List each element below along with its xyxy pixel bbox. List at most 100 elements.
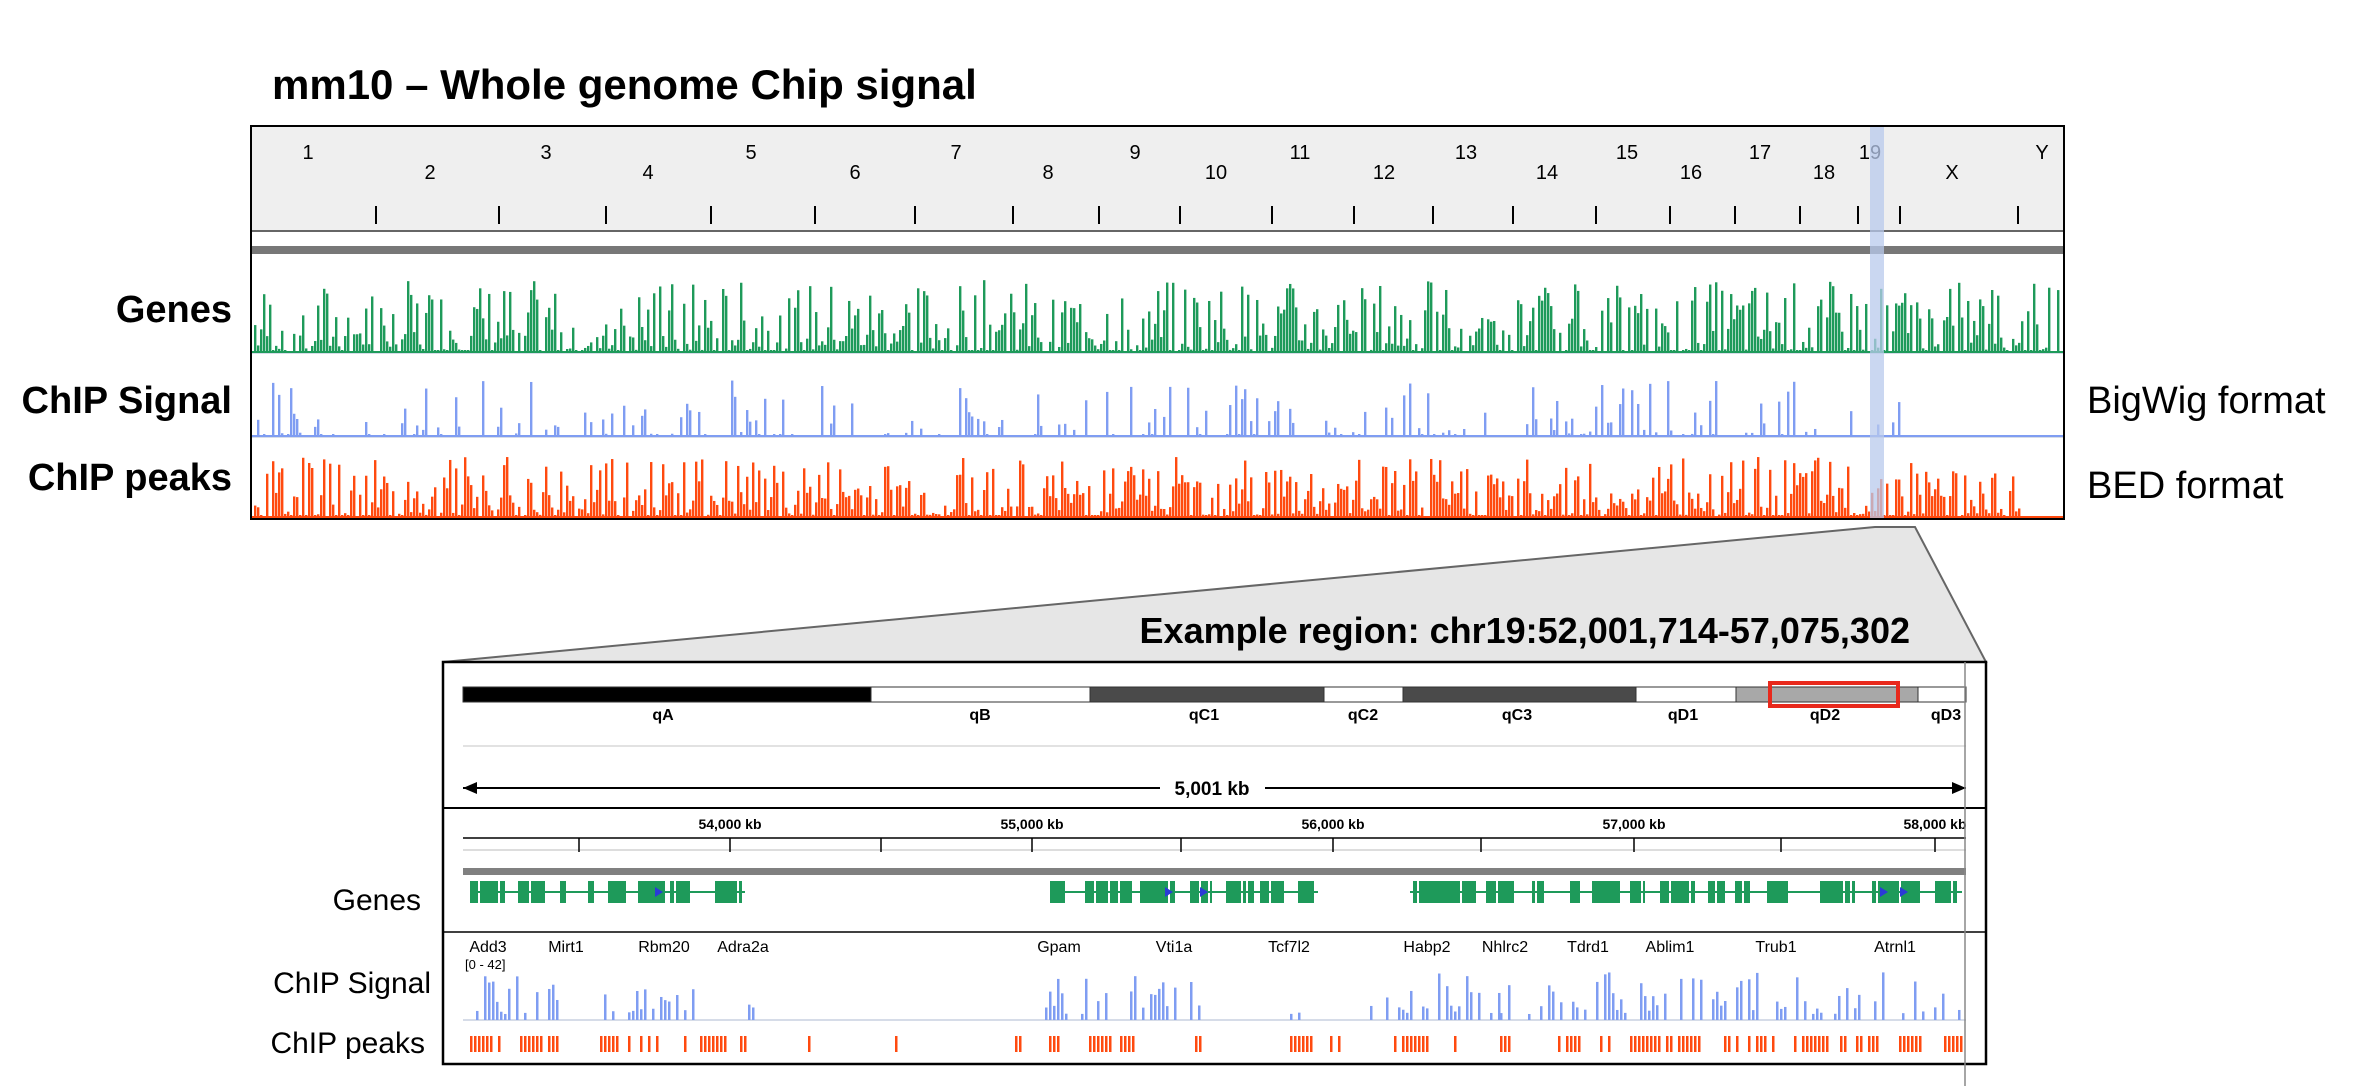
- peak-mark: [1422, 1036, 1425, 1052]
- chromosome-label: 18: [1813, 162, 1835, 184]
- track-bar: [1334, 327, 1337, 352]
- track-bar: [1910, 305, 1913, 352]
- track-bar: [1148, 478, 1151, 517]
- track-bar: [722, 497, 725, 517]
- signal-bar: [524, 1012, 527, 1020]
- track-bar: [1403, 345, 1406, 352]
- track-bar: [1682, 458, 1685, 517]
- track-bar: [1568, 323, 1571, 352]
- track-bar: [1121, 298, 1124, 352]
- track-bar: [1364, 511, 1367, 517]
- signal-bar: [1540, 1006, 1543, 1020]
- track-bar: [983, 490, 986, 517]
- track-bar: [1406, 338, 1409, 352]
- track-bar: [398, 513, 401, 517]
- track-bar: [605, 324, 608, 352]
- gene-exon: [1679, 881, 1689, 903]
- track-bar: [1343, 489, 1346, 517]
- track-bar: [1670, 464, 1673, 517]
- track-bar: [395, 344, 398, 352]
- track-bar: [1268, 482, 1271, 517]
- track-bar: [440, 299, 443, 352]
- track-bar: [434, 487, 437, 517]
- track-bar: [872, 330, 875, 352]
- track-bar: [1346, 486, 1349, 517]
- track-bar: [1580, 434, 1583, 436]
- track-bar: [668, 310, 671, 352]
- track-bar: [1127, 471, 1130, 517]
- chromosome-band: [1917, 686, 1967, 703]
- gene-exon: [1248, 881, 1254, 903]
- track-bar: [1976, 335, 1979, 352]
- track-bar: [1739, 309, 1742, 352]
- track-bar: [968, 350, 971, 352]
- signal-bar: [1398, 1007, 1401, 1020]
- track-bar: [1754, 468, 1757, 517]
- track-bar: [1712, 330, 1715, 352]
- track-bar: [1589, 350, 1592, 352]
- track-bar: [1856, 306, 1859, 352]
- track-bar: [1103, 340, 1106, 352]
- track-bar: [1691, 498, 1694, 517]
- track-bar: [1319, 501, 1322, 517]
- track-bar: [1217, 483, 1220, 517]
- signal-bar: [1816, 1008, 1819, 1020]
- track-bar: [1454, 493, 1457, 517]
- coordinate-ruler: [463, 837, 1966, 875]
- track-bar: [1778, 515, 1781, 517]
- track-bar: [260, 515, 263, 517]
- track-bar: [1340, 434, 1343, 436]
- track-bar: [284, 513, 287, 517]
- track-bar: [1679, 514, 1682, 517]
- gene-exon: [1638, 881, 1641, 903]
- track-bar: [725, 461, 728, 517]
- track-bar: [1397, 345, 1400, 352]
- track-bar: [1691, 433, 1694, 436]
- track-bar: [821, 386, 824, 436]
- peak-mark: [532, 1036, 535, 1052]
- gene-exon: [1235, 881, 1241, 903]
- track-bar: [1052, 475, 1055, 517]
- gene-exon: [1190, 881, 1199, 903]
- track-bar: [1016, 506, 1019, 517]
- track-bar: [1568, 515, 1571, 517]
- track-bar: [1937, 478, 1940, 517]
- track-bar: [1058, 424, 1061, 436]
- signal-bar: [508, 988, 511, 1020]
- track-bar: [1166, 282, 1169, 352]
- track-bar: [1106, 391, 1109, 436]
- gene-exon: [715, 881, 723, 903]
- track-bar: [806, 492, 809, 517]
- chromosome-label: 5: [745, 142, 756, 164]
- track-bar: [878, 515, 881, 517]
- peak-mark: [1844, 1036, 1847, 1052]
- signal-bar: [1174, 987, 1177, 1020]
- track-bar: [1565, 467, 1568, 517]
- track-bar: [614, 329, 617, 352]
- track-bar: [986, 434, 989, 436]
- track-bar: [593, 502, 596, 517]
- peak-mark: [708, 1036, 711, 1052]
- chromosome-label: 11: [1290, 142, 1311, 164]
- track-bar: [470, 485, 473, 517]
- track-bar: [1238, 503, 1241, 517]
- track-bar: [314, 515, 317, 517]
- track-bar: [1601, 310, 1604, 352]
- track-bar: [1967, 300, 1970, 352]
- peak-mark: [498, 1036, 501, 1052]
- track-bar: [1631, 493, 1634, 517]
- track-bar: [1931, 318, 1934, 352]
- track-bar: [944, 505, 947, 517]
- track-bar: [1271, 347, 1274, 352]
- track-bar: [1526, 424, 1529, 436]
- track-bar: [428, 509, 431, 517]
- track-bar: [299, 515, 302, 517]
- track-bar: [719, 515, 722, 517]
- track-bar: [1565, 421, 1568, 436]
- track-bar: [1709, 284, 1712, 352]
- track-bar: [1130, 349, 1133, 352]
- gene-exon: [1825, 881, 1833, 903]
- track-bar: [359, 494, 362, 517]
- track-bar: [1277, 513, 1280, 517]
- track-bar: [1502, 330, 1505, 352]
